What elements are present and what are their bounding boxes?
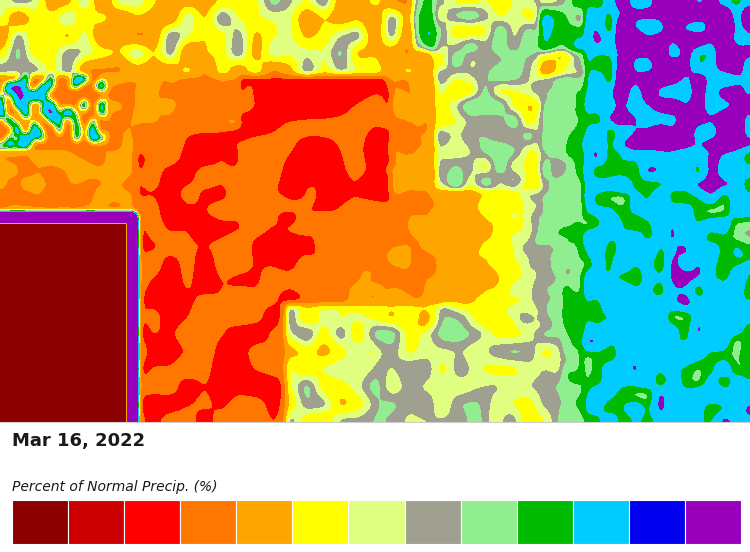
Bar xyxy=(124,500,180,544)
Bar xyxy=(68,500,124,544)
Bar xyxy=(236,500,292,544)
Bar xyxy=(349,500,404,544)
Bar xyxy=(292,500,349,544)
Bar xyxy=(573,500,628,544)
Bar xyxy=(628,500,685,544)
Text: Percent of Normal Precip. (%): Percent of Normal Precip. (%) xyxy=(12,480,217,495)
Bar xyxy=(685,500,741,544)
Bar xyxy=(460,500,517,544)
Bar xyxy=(12,500,68,544)
Bar xyxy=(517,500,573,544)
Text: Mar 16, 2022: Mar 16, 2022 xyxy=(12,432,146,450)
Bar xyxy=(180,500,236,544)
Bar xyxy=(404,500,460,544)
